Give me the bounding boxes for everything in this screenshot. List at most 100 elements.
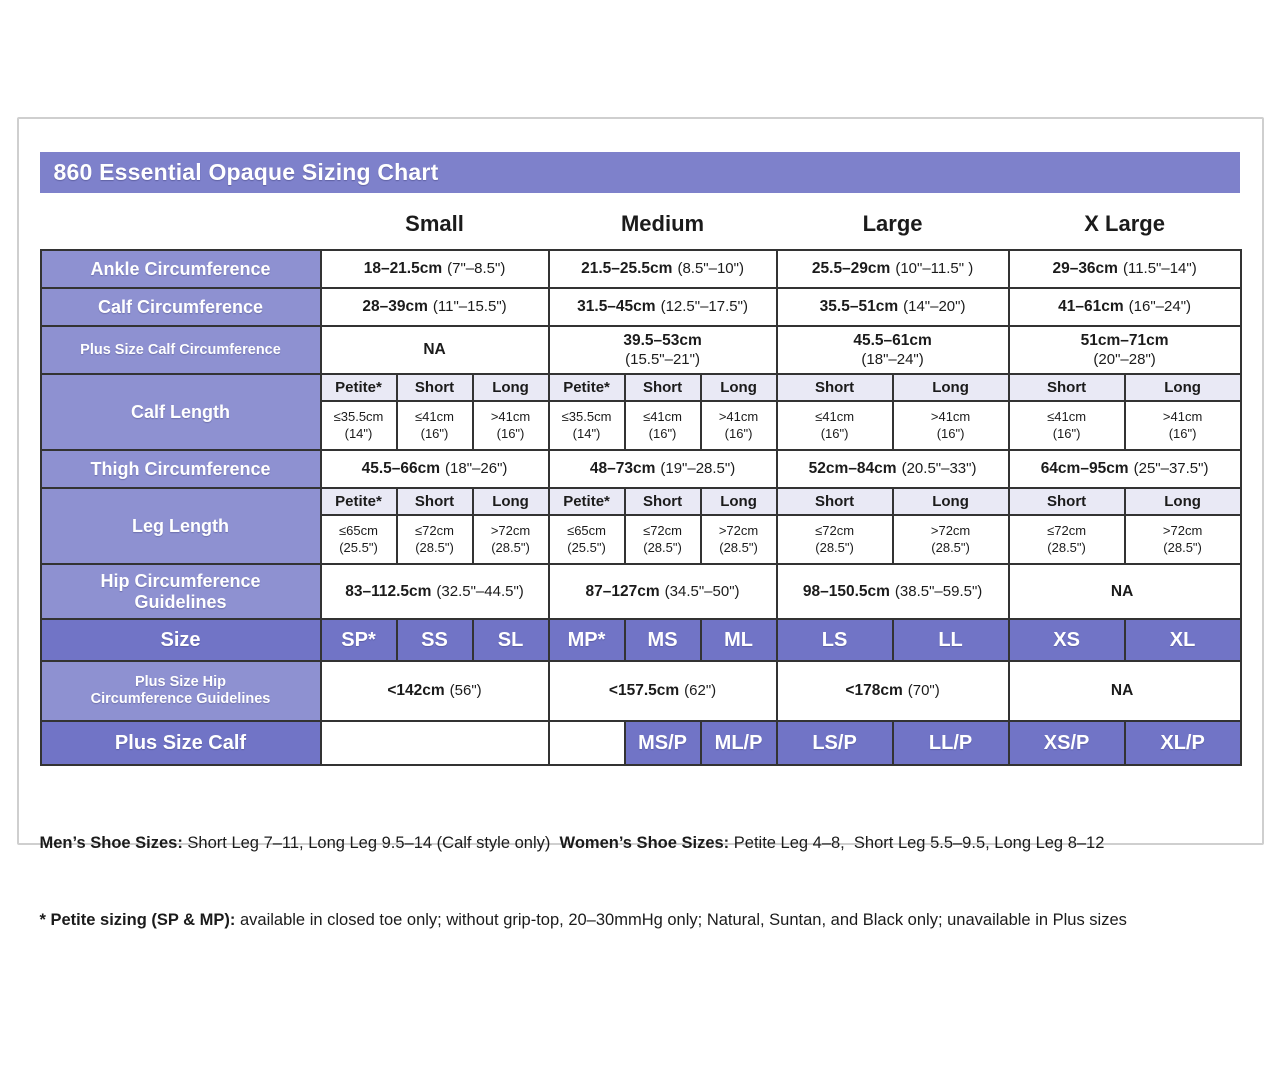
row-label: Hip Circumference Guidelines (39, 563, 322, 620)
value-cell: 45.5–61cm (18"–24") (775, 325, 1010, 375)
col-header-large: Large (776, 199, 1009, 250)
value-cell: 28–39cm (11"–15.5") (319, 287, 550, 327)
row-calf-length-values: ≤35.5cm (14") ≤41cm (16") >41cm (16") ≤35.5… (41, 400, 1242, 451)
subhead-cell: Short (1007, 373, 1126, 402)
row-label: Plus Size Calf Circumference (39, 325, 322, 375)
petite-sizing-note: * Petite sizing (SP & MP): available in … (39, 910, 1127, 929)
sizing-chart-card: 860 Essential Opaque Sizing Chart Small … (16, 117, 1264, 929)
subhead-cell: Petite* (319, 487, 398, 516)
row-plus-size-hip-guidelines: Plus Size Hip Circumference Guidelines <… (39, 660, 1242, 722)
subvalue-cell: ≤72cm (28.5") (775, 514, 894, 565)
size-cell: MS (623, 618, 702, 662)
subvalue-cell: ≤35.5cm (14") (547, 400, 626, 451)
value-cell: 51cm–71cm (20"–28") (1007, 325, 1242, 375)
row-label: Size (39, 618, 322, 662)
size-cell: ML/P (699, 720, 778, 766)
row-label: Calf Circumference (39, 287, 322, 327)
size-cell: LS (775, 618, 894, 662)
empty-cell (319, 720, 550, 766)
subhead-cell: Long (891, 487, 1010, 516)
chart-title-banner: 860 Essential Opaque Sizing Chart (39, 152, 1240, 193)
subvalue-cell: >72cm (28.5") (891, 514, 1010, 565)
value-cell: 25.5–29cm (10"–11.5" ) (775, 249, 1010, 289)
row-label: Ankle Circumference (39, 249, 322, 289)
page-title: 860 Essential Opaque Sizing Chart (53, 159, 439, 185)
col-header-medium: Medium (548, 199, 777, 250)
subvalue-cell: >41cm (16") (699, 400, 778, 451)
row-leg-length-subheaders: Leg Length Petite* Short Long Petite* Sh… (39, 487, 1242, 565)
col-header-small: Small (320, 199, 549, 250)
value-cell: 31.5–45cm (12.5"–17.5") (547, 287, 778, 327)
value-cell: 18–21.5cm (7"–8.5") (319, 249, 550, 289)
subhead-cell: Long (891, 373, 1010, 402)
size-cell: XS (1007, 618, 1126, 662)
row-calf-length-subheaders: Calf Length Petite* Short Long Petite* S… (39, 373, 1242, 451)
size-cell: SS (395, 618, 474, 662)
subhead-cell: Short (775, 487, 894, 516)
subvalue-cell: >72cm (28.5") (1123, 514, 1242, 565)
row-label: Plus Size Hip Circumference Guidelines (39, 660, 322, 722)
row-size: Size SP* SS SL MP* MS ML LS LL XS XL (39, 618, 1242, 662)
value-cell: <178cm (70") (775, 660, 1010, 722)
column-header-row: Small Medium Large X Large (40, 199, 1241, 250)
size-cell: ML (699, 618, 778, 662)
value-cell: 45.5–66cm (18"–26") (319, 449, 550, 489)
subvalue-cell: ≤41cm (16") (623, 400, 702, 451)
subvalue-cell: ≤65cm (25.5") (547, 514, 626, 565)
value-cell: <157.5cm (62") (547, 660, 778, 722)
row-plus-size-calf-circumference: Plus Size Calf Circumference NA 39.5–53c… (39, 325, 1242, 375)
value-cell: NA (1007, 563, 1242, 620)
shoe-sizes-note: Men’s Shoe Sizes: Short Leg 7–11, Long L… (39, 834, 1105, 853)
row-plus-size-calf: Plus Size Calf MS/P ML/P LS/P LL/P XS/P … (39, 720, 1242, 766)
subvalue-cell: ≤65cm (25.5") (319, 514, 398, 565)
value-cell: 39.5–53cm (15.5"–21") (547, 325, 778, 375)
subvalue-cell: >72cm (28.5") (471, 514, 550, 565)
subhead-cell: Short (1007, 487, 1126, 516)
value-cell: NA (319, 325, 550, 375)
subhead-cell: Petite* (547, 373, 626, 402)
subvalue-cell: >72cm (28.5") (699, 514, 778, 565)
empty-cell (547, 720, 626, 766)
value-cell: 83–112.5cm (32.5"–44.5") (319, 563, 550, 620)
sizing-table: Small Medium Large X Large Ankle Circumf… (39, 199, 1242, 766)
size-cell: LL (891, 618, 1010, 662)
value-cell: 98–150.5cm (38.5"–59.5") (775, 563, 1010, 620)
value-cell: <142cm (56") (319, 660, 550, 722)
subhead-cell: Long (699, 487, 778, 516)
col-header-xlarge: X Large (1008, 199, 1241, 250)
value-cell: NA (1007, 660, 1242, 722)
size-cell: LL/P (891, 720, 1010, 766)
subvalue-cell: ≤41cm (16") (1007, 400, 1126, 451)
value-cell: 29–36cm (11.5"–14") (1007, 249, 1242, 289)
value-cell: 48–73cm (19"–28.5") (547, 449, 778, 489)
row-label: Thigh Circumference (39, 449, 322, 489)
subhead-cell: Long (1123, 487, 1242, 516)
row-calf-circumference: Calf Circumference 28–39cm (11"–15.5") 31… (39, 287, 1242, 327)
size-cell: XS/P (1007, 720, 1126, 766)
womens-shoe-sizes-label: Women’s Shoe Sizes: (559, 834, 730, 853)
size-cell: MP* (547, 618, 626, 662)
size-cell: LS/P (775, 720, 894, 766)
row-leg-length-values: ≤65cm (25.5") ≤72cm (28.5") >72cm (28.5") ≤… (41, 514, 1242, 565)
subvalue-cell: >41cm (16") (891, 400, 1010, 451)
subhead-cell: Short (395, 487, 474, 516)
row-label: Leg Length (39, 487, 322, 565)
petite-sizing-label: * Petite sizing (SP & MP): (39, 910, 236, 929)
subvalue-cell: >41cm (16") (471, 400, 550, 451)
size-cell: XL/P (1123, 720, 1242, 766)
value-cell: 21.5–25.5cm (8.5"–10") (547, 249, 778, 289)
subhead-cell: Petite* (547, 487, 626, 516)
subvalue-cell: ≤35.5cm (14") (319, 400, 398, 451)
subvalue-cell: >41cm (16") (1123, 400, 1242, 451)
subhead-cell: Short (623, 373, 702, 402)
value-cell: 64cm–95cm (25"–37.5") (1007, 449, 1242, 489)
row-label: Calf Length (39, 373, 322, 451)
size-cell: SL (471, 618, 550, 662)
subvalue-cell: ≤72cm (28.5") (1007, 514, 1126, 565)
footnotes: Men’s Shoe Sizes: Short Leg 7–11, Long L… (40, 780, 1241, 985)
value-cell: 87–127cm (34.5"–50") (547, 563, 778, 620)
subvalue-cell: ≤72cm (28.5") (395, 514, 474, 565)
size-cell: XL (1123, 618, 1242, 662)
subhead-cell: Long (471, 373, 550, 402)
size-cell: SP* (319, 618, 398, 662)
